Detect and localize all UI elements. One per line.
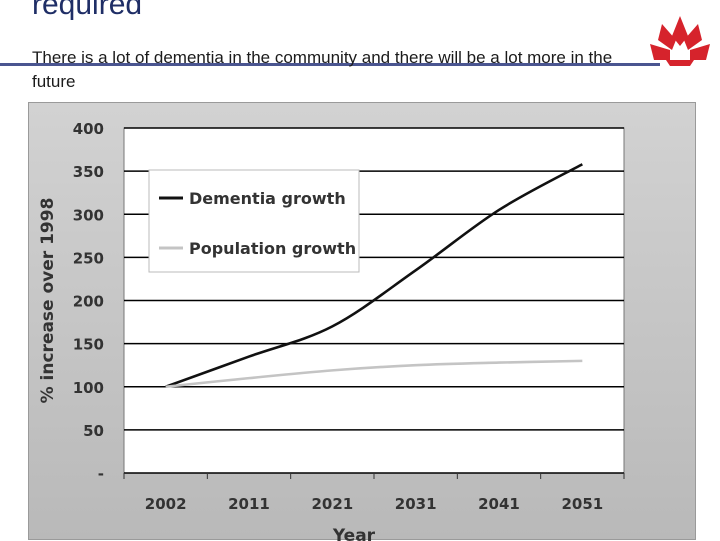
y-tick-label: 50: [83, 422, 104, 440]
legend-entry: Population growth: [189, 239, 356, 258]
y-tick-label: 200: [73, 293, 104, 311]
x-tick-label: 2031: [395, 495, 437, 513]
x-tick-label: 2021: [311, 495, 353, 513]
y-tick-label: -: [98, 465, 104, 483]
slide-subtitle: There is a lot of dementia in the commun…: [32, 48, 613, 91]
slide-title: required: [32, 0, 143, 21]
legend-entry: Dementia growth: [189, 189, 346, 208]
y-tick-label: 100: [73, 379, 104, 397]
series-line: [165, 359, 583, 389]
y-tick-label: 300: [73, 206, 104, 224]
x-tick-label: 2041: [478, 495, 520, 513]
title-divider: [0, 63, 660, 66]
x-axis-label: Year: [332, 526, 376, 541]
y-tick-label: 250: [73, 249, 104, 267]
chart-frame: - 50 100 150 200 250 300 350 400 2002 2011 2021 203…: [28, 102, 696, 541]
line-chart: - 50 100 150 200 250 300 350 400 2002 2011 2021 203…: [38, 120, 625, 541]
y-tick-label: 150: [73, 336, 104, 354]
legend-box: [148, 169, 360, 273]
y-tick-label: 350: [73, 163, 104, 181]
waratah-flower-icon: [650, 16, 710, 66]
y-tick-label: 400: [73, 120, 104, 138]
series-line: [165, 163, 583, 388]
x-tick-label: 2011: [228, 495, 270, 513]
y-axis-label: % increase over 1998: [38, 198, 58, 404]
x-tick-label: 2051: [561, 495, 603, 513]
x-tick-label: 2002: [145, 495, 187, 513]
